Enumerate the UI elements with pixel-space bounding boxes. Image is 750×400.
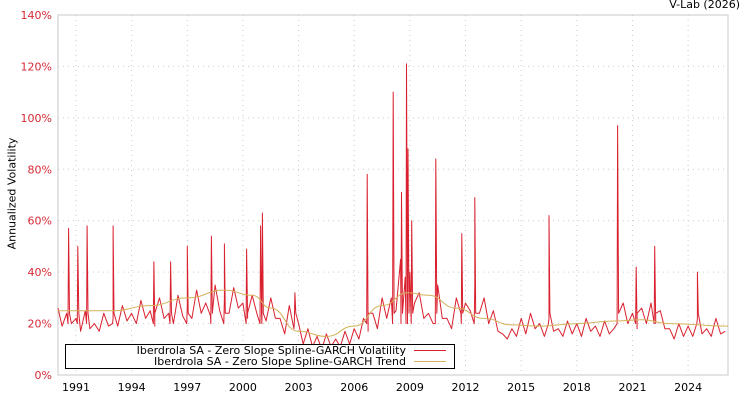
plot-frame [57,14,729,376]
x-tick-label: 1994 [118,381,146,394]
y-tick-label: 0% [35,369,52,382]
credit-label: V-Lab (2026) [669,0,740,11]
legend-swatch-volatility [414,350,446,352]
x-tick-label: 2012 [452,381,480,394]
y-tick-label: 40% [28,266,52,279]
y-tick-label: 20% [28,318,52,331]
legend-label-volatility: Iberdrola SA - Zero Slope Spline-GARCH V… [136,344,406,357]
volatility-series-line [57,63,726,350]
x-tick-label: 2000 [229,381,257,394]
x-tick-label: 2003 [285,381,313,394]
x-tick-label: 2018 [563,381,591,394]
legend-swatch-trend [414,361,446,363]
x-tick-label: 2021 [618,381,646,394]
legend-item-trend: Iberdrola SA - Zero Slope Spline-GARCH T… [154,356,446,368]
x-tick-label: 2024 [674,381,702,394]
legend-item-volatility: Iberdrola SA - Zero Slope Spline-GARCH V… [137,345,446,357]
trend-series-line [57,289,729,337]
x-tick-label: 2009 [396,381,424,394]
x-tick-label: 1991 [62,381,90,394]
y-tick-label: 80% [28,163,52,176]
y-tick-label: 60% [28,215,52,228]
y-axis-label: Annualized Volatility [5,137,19,250]
legend-label-trend: Iberdrola SA - Zero Slope Spline-GARCH T… [154,355,406,368]
x-tick-label: 2015 [507,381,535,394]
y-tick-label: 140% [21,9,52,22]
x-tick-label: 1997 [173,381,201,394]
y-tick-label: 120% [21,60,52,73]
x-tick-label: 2006 [340,381,368,394]
y-tick-label: 100% [21,112,52,125]
legend: Iberdrola SA - Zero Slope Spline-GARCH V… [65,344,455,369]
